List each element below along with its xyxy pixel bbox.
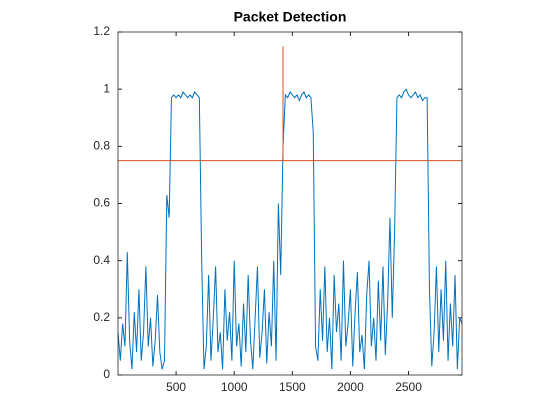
x-tick-label: 500 (166, 380, 186, 394)
y-tick-label: 0.6 (93, 196, 110, 210)
y-tick-label: 0 (103, 367, 110, 381)
y-tick-label: 0.8 (93, 139, 110, 153)
x-tick-label: 2500 (395, 380, 422, 394)
axes-box (117, 31, 463, 376)
chart-title: Packet Detection (234, 9, 347, 25)
y-tick-label: 0.2 (93, 310, 110, 324)
x-tick-label: 2000 (337, 380, 364, 394)
y-tick-label: 1.2 (93, 24, 110, 38)
y-tick-label: 1 (103, 81, 110, 95)
x-tick-label: 1500 (279, 380, 306, 394)
data-line (117, 88, 463, 370)
x-tick-label: 1000 (221, 380, 248, 394)
plot-area (118, 32, 462, 375)
y-tick-label: 0.4 (93, 253, 110, 267)
